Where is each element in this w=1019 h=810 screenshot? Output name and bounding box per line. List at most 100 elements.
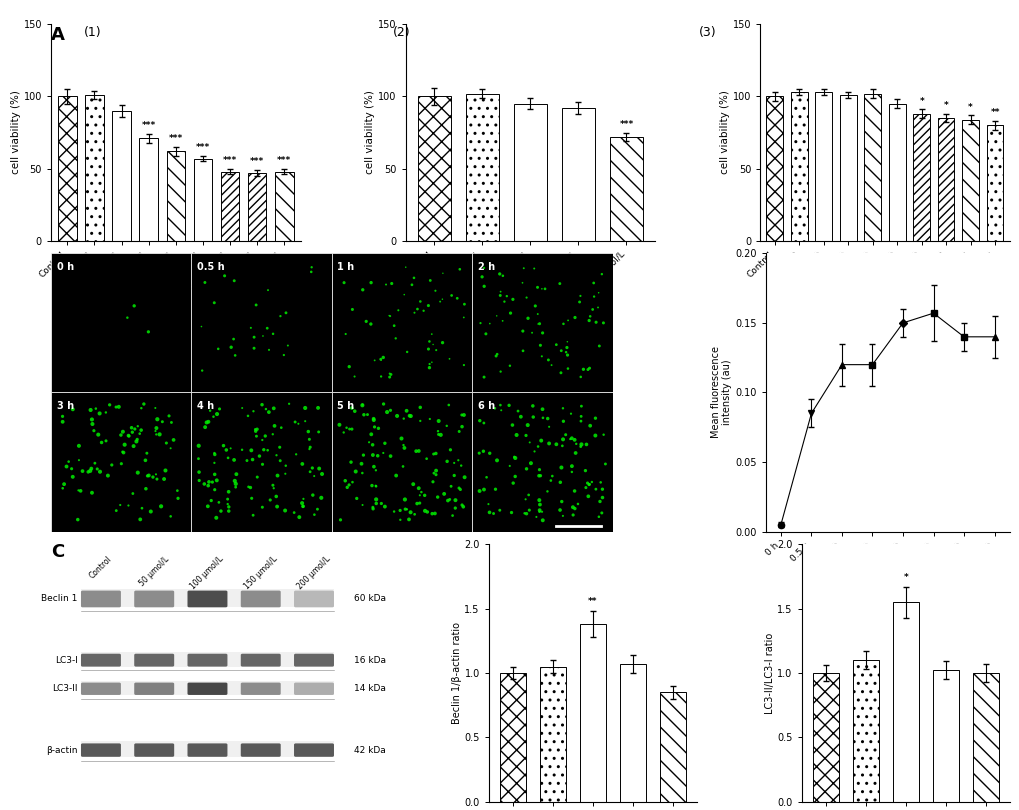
Point xyxy=(551,504,568,517)
Point xyxy=(239,409,256,422)
Point xyxy=(208,511,224,524)
Point xyxy=(381,371,397,384)
Point xyxy=(138,454,154,467)
Point xyxy=(373,354,389,367)
Point xyxy=(367,480,383,492)
FancyBboxPatch shape xyxy=(81,590,121,608)
Point xyxy=(534,403,550,416)
Text: Control: Control xyxy=(88,555,114,581)
Point xyxy=(454,501,471,514)
Bar xyxy=(790,92,807,241)
Point xyxy=(265,402,281,415)
Point xyxy=(338,421,355,434)
Point xyxy=(403,410,419,423)
Bar xyxy=(466,94,498,241)
Point xyxy=(332,514,348,526)
Point xyxy=(423,327,439,340)
Bar xyxy=(221,172,239,241)
Bar xyxy=(86,95,104,241)
Point xyxy=(343,402,360,415)
Y-axis label: cell viability (%): cell viability (%) xyxy=(10,91,20,174)
FancyBboxPatch shape xyxy=(240,683,280,695)
Point xyxy=(500,399,517,411)
Point xyxy=(249,423,265,436)
Point xyxy=(581,362,597,375)
Point xyxy=(488,309,504,322)
Point xyxy=(191,474,207,487)
Point xyxy=(455,408,472,421)
Point xyxy=(223,341,239,354)
Point xyxy=(335,276,352,289)
Text: 150 μmol/L: 150 μmol/L xyxy=(243,555,279,591)
Point xyxy=(286,416,303,428)
Point xyxy=(521,436,537,449)
Point xyxy=(400,513,417,526)
Point xyxy=(70,454,87,467)
Point xyxy=(592,476,608,489)
Point xyxy=(487,350,503,363)
Point xyxy=(391,504,408,517)
Point xyxy=(515,344,531,357)
Point xyxy=(199,416,215,429)
Point xyxy=(94,436,110,449)
FancyBboxPatch shape xyxy=(187,683,227,695)
Point xyxy=(401,409,418,422)
Point xyxy=(254,501,270,514)
Point xyxy=(220,501,236,514)
Point xyxy=(438,420,454,433)
Point xyxy=(591,495,607,508)
Point xyxy=(338,481,355,494)
Point xyxy=(516,507,532,520)
Point xyxy=(104,458,120,471)
Point xyxy=(411,482,427,495)
Point xyxy=(64,471,81,484)
Point xyxy=(524,399,540,412)
FancyBboxPatch shape xyxy=(293,744,333,757)
Point xyxy=(533,283,549,296)
Point xyxy=(227,349,244,362)
Point xyxy=(203,494,219,507)
Point xyxy=(539,412,555,425)
Point xyxy=(129,420,146,433)
Point xyxy=(355,449,371,462)
Point xyxy=(207,484,223,497)
Point xyxy=(120,499,137,512)
Bar xyxy=(192,254,331,393)
Point xyxy=(427,447,443,460)
Point xyxy=(119,311,136,324)
Point xyxy=(582,310,598,323)
Point xyxy=(450,425,467,438)
Point xyxy=(552,344,569,357)
Point xyxy=(115,446,131,459)
Point xyxy=(491,267,507,280)
Point xyxy=(585,276,601,289)
Point xyxy=(335,426,352,439)
Text: B: B xyxy=(51,279,64,297)
Point xyxy=(304,261,320,274)
Point xyxy=(425,467,441,480)
Point xyxy=(577,464,593,477)
Point xyxy=(233,443,250,456)
Point xyxy=(428,464,444,477)
Point xyxy=(271,441,287,454)
Point xyxy=(346,405,363,418)
Point xyxy=(313,492,329,505)
Point xyxy=(206,296,222,309)
Point xyxy=(510,404,526,417)
Point xyxy=(381,367,397,380)
Point xyxy=(58,460,74,473)
Bar xyxy=(812,673,838,802)
Point xyxy=(245,405,261,418)
Point xyxy=(471,446,487,459)
Point xyxy=(525,411,541,424)
Point xyxy=(554,509,571,522)
Point xyxy=(557,428,574,441)
Bar xyxy=(51,254,192,393)
Point xyxy=(554,415,571,428)
Point xyxy=(129,466,146,479)
Bar xyxy=(58,96,76,241)
Point xyxy=(157,464,173,477)
Point xyxy=(395,412,412,425)
FancyBboxPatch shape xyxy=(240,744,280,757)
Point xyxy=(110,400,126,413)
